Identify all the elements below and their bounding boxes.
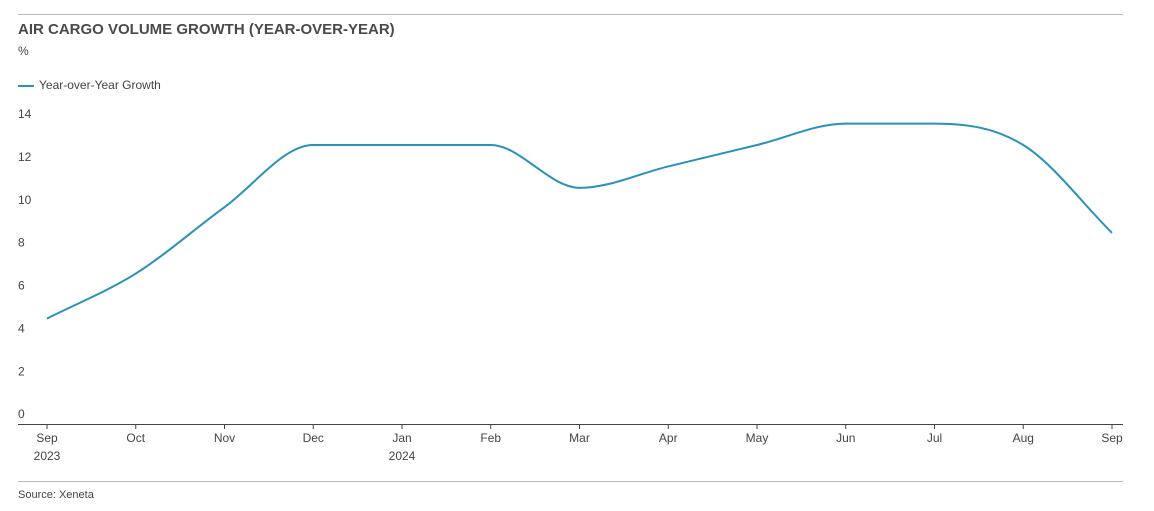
y-tick-label: 2 — [18, 364, 25, 378]
x-tick-label: Dec — [303, 431, 324, 445]
y-tick-label: 10 — [18, 193, 32, 207]
y-axis-unit: % — [18, 44, 29, 58]
x-tick-label: Jun — [836, 431, 855, 445]
x-tick-label: Sep — [1101, 431, 1123, 445]
x-tick-label: Oct — [126, 431, 145, 445]
y-tick-label: 6 — [18, 279, 25, 293]
x-tick-label: Apr — [659, 431, 678, 445]
x-tick-year: 2023 — [34, 449, 61, 463]
x-tick-label: Sep — [36, 431, 58, 445]
data-line — [46, 122, 1113, 320]
x-tick-label: Nov — [214, 431, 235, 445]
x-tick-label: Jul — [927, 431, 942, 445]
x-tick-label: Aug — [1013, 431, 1034, 445]
chart-title: AIR CARGO VOLUME GROWTH (YEAR-OVER-YEAR) — [18, 21, 395, 38]
source-note: Source: Xeneta — [18, 489, 95, 501]
x-tick-year: 2024 — [389, 449, 416, 463]
x-tick-label: May — [746, 431, 769, 445]
legend-label: Year-over-Year Growth — [39, 78, 161, 92]
x-tick-label: Mar — [569, 431, 590, 445]
y-tick-label: 14 — [18, 107, 32, 121]
x-tick-label: Jan — [392, 431, 411, 445]
y-tick-label: 4 — [18, 321, 25, 335]
y-tick-label: 12 — [18, 150, 32, 164]
x-tick-label: Feb — [480, 431, 501, 445]
y-tick-label: 8 — [18, 236, 25, 250]
y-tick-label: 0 — [18, 407, 25, 421]
